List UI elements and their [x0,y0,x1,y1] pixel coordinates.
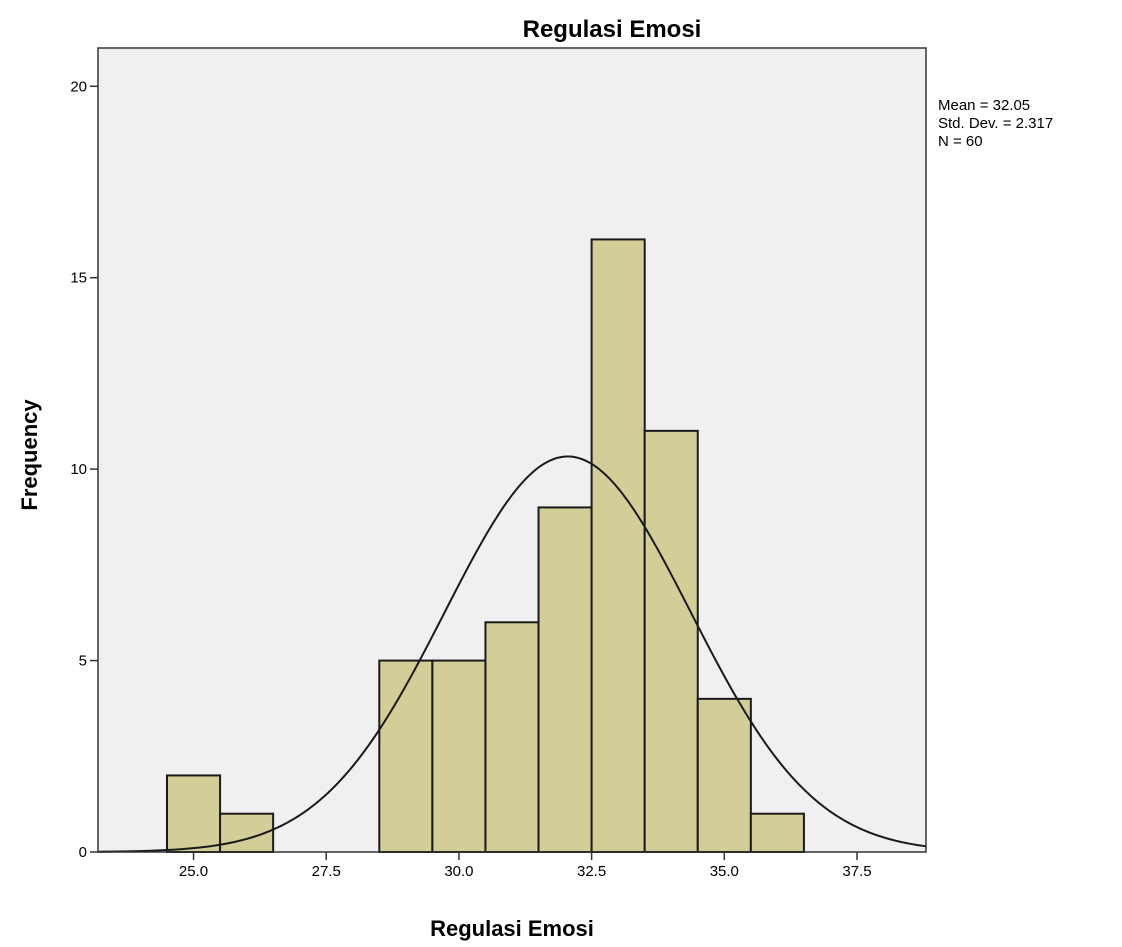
histogram-bar [749,812,805,854]
normal-curve [97,455,927,853]
stats-line: N = 60 [938,133,983,150]
plot-frame [97,47,927,853]
histogram-bar [537,506,593,853]
y-tick-label: 5 [79,653,87,670]
histogram-bar [431,659,487,853]
histogram-bar [166,774,222,854]
chart-title: Regulasi Emosi [523,16,702,43]
histogram-bar [484,621,540,853]
stats-line: Mean = 32.05 [938,97,1030,114]
y-axis-title: Frequency [17,399,42,511]
y-tick-label: 15 [70,270,87,287]
x-tick-label: 30.0 [444,863,473,880]
y-tick-label: 20 [70,78,87,95]
stats-line: Std. Dev. = 2.317 [938,115,1053,132]
y-axis: 0 5 10 15 20 [70,78,98,861]
histogram-bar [696,697,752,853]
y-tick-label: 0 [79,844,87,861]
x-tick-label: 32.5 [577,863,606,880]
x-tick-label: 37.5 [842,863,871,880]
x-axis: 25.0 27.5 30.0 32.5 35.0 37.5 [179,852,872,880]
histogram-bars [166,238,805,854]
y-tick-label: 10 [70,461,87,478]
histogram-bar [590,238,646,853]
x-axis-title: Regulasi Emosi [430,916,594,941]
histogram-bar [378,659,434,853]
x-tick-label: 25.0 [179,863,208,880]
x-tick-label: 27.5 [312,863,341,880]
x-tick-label: 35.0 [710,863,739,880]
histogram-bar [643,429,699,853]
